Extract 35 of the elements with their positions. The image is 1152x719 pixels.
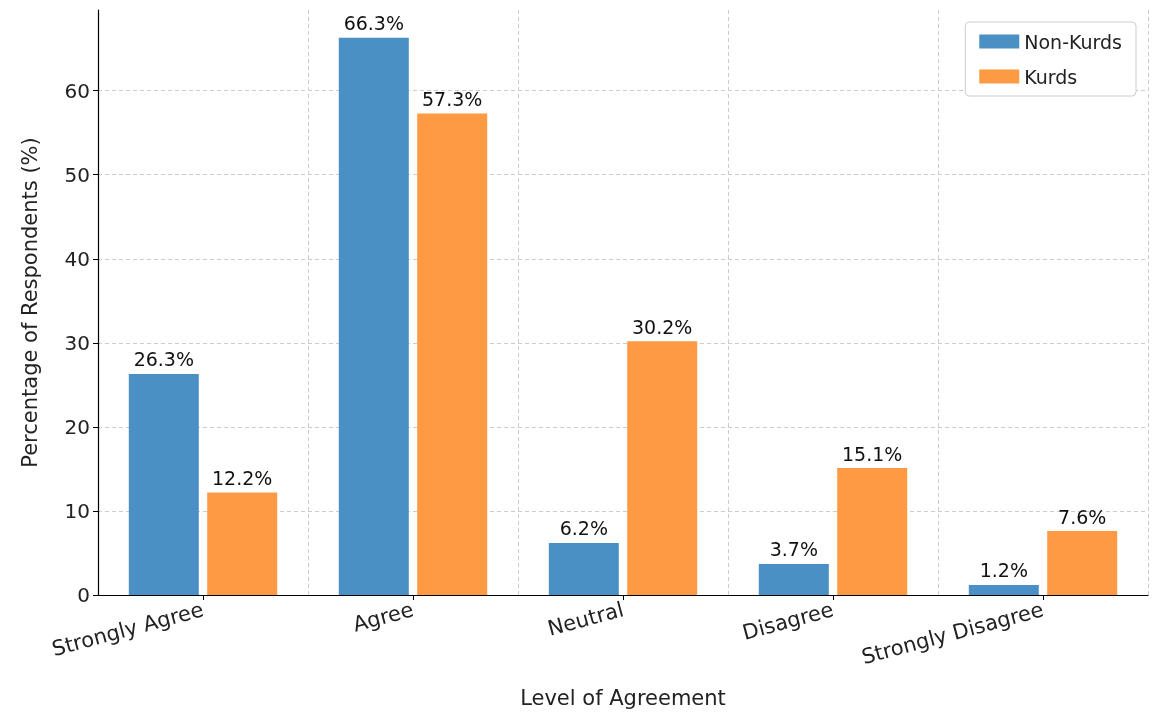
bar xyxy=(338,37,409,595)
legend-label: Non-Kurds xyxy=(1024,30,1123,53)
bar xyxy=(548,542,619,595)
x-tick-label: Disagree xyxy=(739,597,837,645)
y-tick-label: 50 xyxy=(64,162,90,187)
x-axis-title: Level of Agreement xyxy=(520,685,726,710)
bar xyxy=(627,341,698,595)
bar xyxy=(417,113,488,595)
bar xyxy=(207,492,278,595)
data-label: 26.3% xyxy=(133,348,194,371)
x-tick-label: Strongly Disagree xyxy=(858,597,1047,670)
y-tick-label: 30 xyxy=(64,330,90,355)
y-axis-title: Percentage of Respondents (%) xyxy=(17,137,42,468)
y-tick-label: 20 xyxy=(64,414,90,439)
data-label: 57.3% xyxy=(422,87,483,110)
data-label: 1.2% xyxy=(979,559,1028,582)
y-tick-label: 10 xyxy=(64,498,90,523)
data-label: 15.1% xyxy=(842,442,903,465)
data-label: 6.2% xyxy=(559,517,608,540)
bar xyxy=(1047,531,1118,595)
bar xyxy=(837,468,908,595)
x-tick-label: Neutral xyxy=(545,597,627,641)
y-tick-label: 60 xyxy=(64,78,90,103)
data-label: 30.2% xyxy=(632,315,693,338)
data-label: 3.7% xyxy=(769,538,818,561)
x-tick-label: Agree xyxy=(350,597,417,637)
data-label: 12.2% xyxy=(212,466,273,489)
bar xyxy=(758,563,829,595)
bar xyxy=(128,373,199,595)
data-label: 66.3% xyxy=(343,12,404,35)
legend-label: Kurds xyxy=(1024,65,1078,88)
y-tick-label: 40 xyxy=(64,246,90,271)
bar xyxy=(968,584,1039,595)
data-label: 7.6% xyxy=(1058,505,1107,528)
y-tick-label: 0 xyxy=(77,583,90,607)
